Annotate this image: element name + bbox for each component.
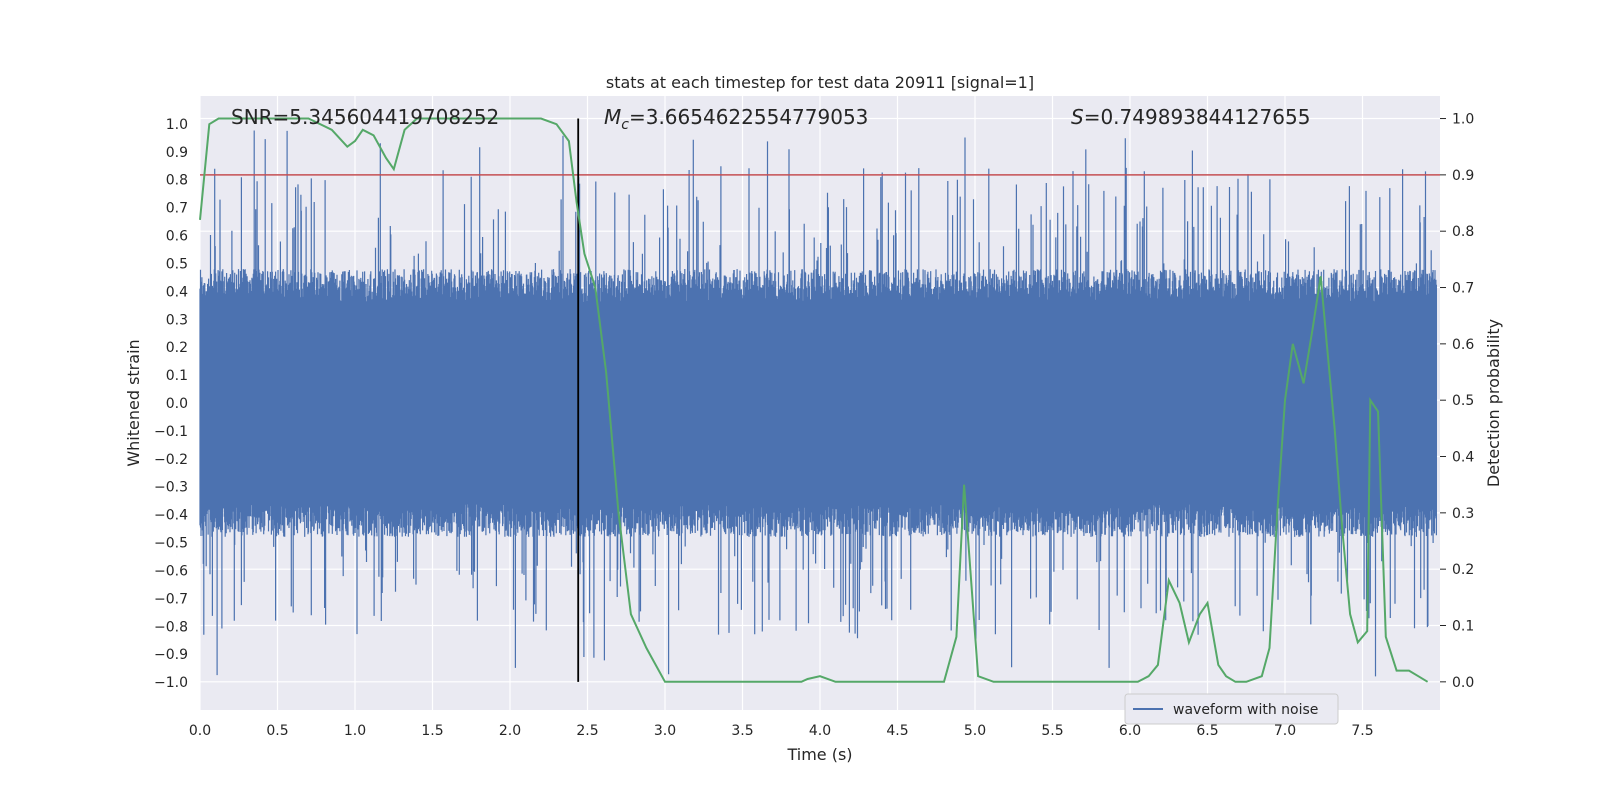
y-tick-label: 0.7 [166, 201, 188, 217]
x-tick-label: 4.0 [809, 723, 831, 739]
y-tick-label: 0.4 [166, 284, 188, 300]
y2-tick-label: 0.7 [1452, 281, 1474, 297]
legend-label: waveform with noise [1173, 702, 1318, 718]
y-tick-label: 1.0 [166, 117, 188, 133]
x-tick-label: 7.0 [1274, 723, 1296, 739]
y2-tick-label: 0.0 [1452, 675, 1474, 691]
y2-axis-label: Detection probability [1484, 319, 1503, 487]
y2-tick-label: 0.8 [1452, 224, 1474, 240]
y-tick-label: 0.0 [166, 396, 188, 412]
y-tick-label: 0.2 [166, 340, 188, 356]
x-tick-label: 3.5 [731, 723, 753, 739]
y-tick-label: −0.5 [154, 536, 188, 552]
y-tick-label: 0.6 [166, 229, 188, 245]
y2-tick-label: 0.2 [1452, 562, 1474, 578]
y-tick-label: 0.5 [166, 256, 188, 272]
y2-tick-label: 0.4 [1452, 450, 1474, 466]
y-tick-label: 0.3 [166, 312, 188, 328]
x-tick-label: 5.0 [964, 723, 986, 739]
x-tick-label: 6.0 [1119, 723, 1141, 739]
y2-tick-label: 1.0 [1452, 112, 1474, 128]
y-tick-label: −0.8 [154, 619, 188, 635]
x-tick-label: 5.5 [1041, 723, 1063, 739]
waveform-samples [199, 130, 1437, 677]
x-tick-label: 2.5 [576, 723, 598, 739]
y2-tick-label: 0.9 [1452, 168, 1474, 184]
y-axis-label: Whitened strain [124, 339, 143, 466]
x-tick-label: 7.5 [1351, 723, 1373, 739]
y-tick-label: −0.4 [154, 508, 188, 524]
y-tick-label: −0.1 [154, 424, 188, 440]
y-tick-label: −0.9 [154, 647, 188, 663]
y-tick-label: −0.2 [154, 452, 188, 468]
x-tick-label: 2.0 [499, 723, 521, 739]
x-tick-label: 4.5 [886, 723, 908, 739]
y-tick-label: −1.0 [154, 675, 188, 691]
y2-tick-label: 0.5 [1452, 393, 1474, 409]
y-tick-label: 0.9 [166, 145, 188, 161]
y-tick-label: −0.6 [154, 563, 188, 579]
chart-title: stats at each timestep for test data 209… [606, 73, 1034, 92]
y-tick-label: 0.8 [166, 173, 188, 189]
x-tick-label: 0.0 [189, 723, 211, 739]
chirp-mass-annotation: Mc=3.6654622554779053 [604, 105, 868, 133]
legend-box [1124, 693, 1339, 725]
s-statistic-annotation: S=0.749893844127655 [1071, 105, 1310, 129]
x-tick-label: 0.5 [266, 723, 288, 739]
x-axis-ticks: 0.0 0.5 1.0 1.5 2.0 2.5 3.0 3.5 4.0 4.5 5.0 5.5 6.0 6… [189, 723, 1374, 739]
probability-series [199, 117, 1429, 683]
y2-tick-label: 0.1 [1452, 619, 1474, 635]
right-axis-ticks: 1.0 0.9 0.8 0.7 0.6 0.5 0.4 0.3 0.2 0.1 0.0 [1440, 112, 1474, 691]
y-tick-label: 0.1 [166, 368, 188, 384]
y2-tick-label: 0.3 [1452, 506, 1474, 522]
x-tick-label: 1.0 [344, 723, 366, 739]
y2-tick-label: 0.6 [1452, 337, 1474, 353]
legend: waveform with noise [1124, 693, 1339, 725]
x-axis-label: Time (s) [786, 745, 852, 764]
x-tick-label: 1.5 [421, 723, 443, 739]
waveform-series [199, 130, 1437, 677]
y-tick-label: −0.7 [154, 591, 188, 607]
y-tick-label: −0.3 [154, 480, 188, 496]
left-axis-ticks: 1.0 0.9 0.8 0.7 0.6 0.5 0.4 0.3 0.2 0.1 0.0 −0.1 −0.… [154, 117, 188, 691]
x-tick-label: 6.5 [1196, 723, 1218, 739]
snr-annotation: SNR=5.345604419708252 [231, 105, 499, 129]
x-tick-label: 3.0 [654, 723, 676, 739]
